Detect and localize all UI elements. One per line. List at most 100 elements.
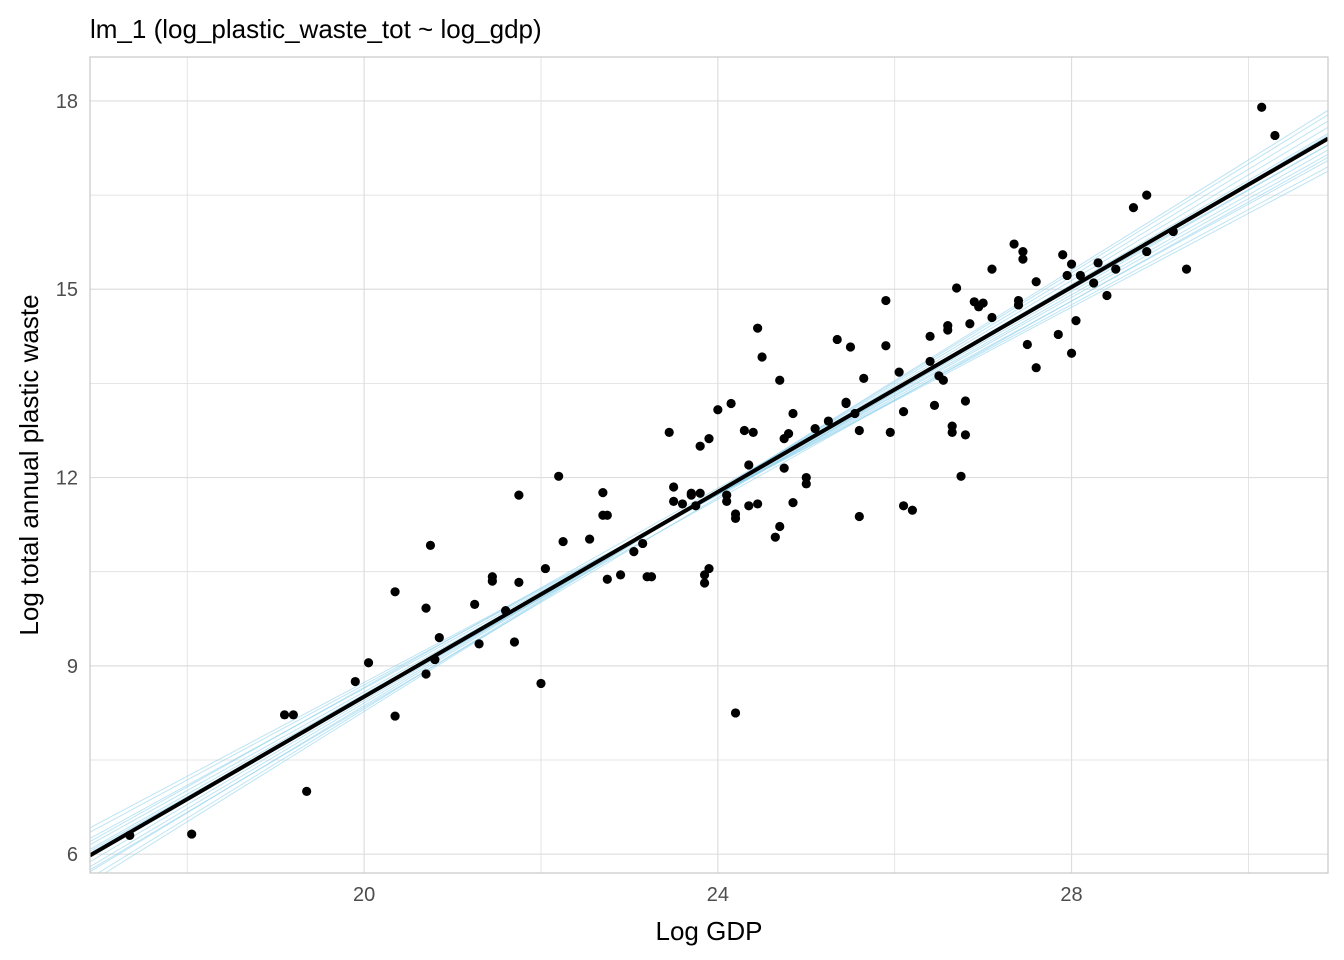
data-point [770,532,780,542]
data-point [779,463,789,473]
data-point [1053,329,1063,340]
data-point [302,786,312,797]
data-point [810,423,820,434]
data-point [514,490,524,500]
data-point [1062,270,1072,281]
data-point [925,331,935,341]
data-point [669,496,679,507]
data-point [704,563,714,574]
data-point [695,488,705,498]
data-point [1066,259,1077,269]
data-point [1075,270,1085,281]
x-tick-label: 28 [1060,884,1082,906]
data-point [1018,254,1028,264]
data-point [629,547,639,557]
data-point [1270,130,1280,141]
panel-border [89,56,1329,874]
data-point [540,563,551,574]
data-point [943,321,953,331]
data-points [125,102,1280,840]
data-point [929,400,940,410]
data-point [956,471,966,481]
data-point [1257,102,1267,112]
data-point [894,367,904,377]
data-point [898,501,909,511]
data-point [925,356,935,367]
data-point [470,599,480,609]
y-tick-label: 15 [56,279,78,301]
data-point [187,829,197,839]
data-point [744,501,754,511]
data-point [783,429,794,439]
y-tick-label: 18 [56,91,78,113]
data-point [638,538,648,549]
x-tick-label: 24 [707,884,729,906]
data-point [1111,264,1121,274]
y-tick-label: 12 [56,468,78,490]
data-point [845,342,856,352]
x-tick-label: 20 [353,884,375,906]
data-point [859,373,869,383]
data-point [1142,246,1152,257]
data-point [509,637,520,647]
data-point [699,578,710,588]
data-point [881,295,891,306]
data-point [801,472,811,483]
data-point [1018,246,1028,257]
data-point [425,540,436,550]
data-point [952,283,962,293]
data-point [788,498,798,508]
y-axis-title: Log total annual plastic waste [14,294,44,635]
data-point [823,416,833,426]
data-point [585,534,595,544]
data-point [885,427,895,437]
data-point [978,298,988,308]
data-point [730,513,741,523]
data-point [1066,348,1077,358]
data-point [713,405,723,415]
fit-line [90,136,1328,858]
data-point [421,603,431,613]
data-point [947,427,957,437]
data-point [739,425,749,436]
data-point [987,312,997,323]
data-point [841,398,851,409]
data-point [1142,190,1152,200]
data-point [1031,363,1041,373]
data-point [881,341,891,351]
data-point [965,319,975,329]
data-point [536,678,546,689]
data-point [390,587,400,597]
data-point [775,375,785,385]
data-point [722,496,732,507]
data-point [987,264,997,274]
data-point [598,488,608,498]
data-point [1128,203,1139,213]
data-point [558,536,568,547]
data-point [350,676,360,687]
data-point [748,427,758,437]
data-point [686,488,696,498]
data-point [744,460,754,470]
ensemble-line [90,170,1328,829]
data-point [960,396,971,406]
chart-title: lm_1 (log_plastic_waste_tot ~ log_gdp) [90,14,542,44]
data-point [757,352,767,362]
fit-line-group [90,136,1328,858]
data-point [363,658,374,668]
data-point [854,425,864,436]
data-point [788,408,798,419]
data-point [1013,300,1024,310]
data-point [664,427,674,437]
y-tick-labels: 6 9 12 15 18 [56,91,78,866]
data-point [487,572,497,582]
data-point [1089,278,1099,288]
data-point [775,521,785,532]
data-point [695,441,705,451]
data-point [1022,339,1032,350]
x-tick-labels: 20 24 28 [353,884,1083,906]
data-point [514,577,524,587]
data-point [898,407,909,417]
